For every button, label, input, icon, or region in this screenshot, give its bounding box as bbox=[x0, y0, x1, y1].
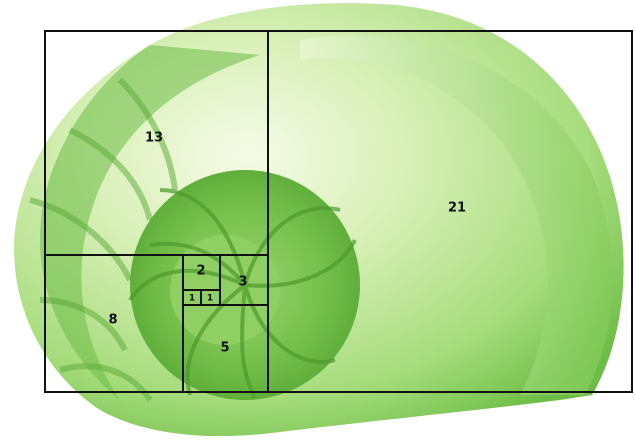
label-1b: 1 bbox=[207, 294, 213, 304]
label-21: 21 bbox=[448, 201, 466, 216]
label-5: 5 bbox=[220, 341, 229, 356]
shell-dark-band bbox=[40, 45, 260, 400]
label-8: 8 bbox=[108, 313, 117, 328]
label-2: 2 bbox=[196, 264, 205, 279]
outer-ribs bbox=[29, 77, 178, 402]
label-3: 3 bbox=[238, 275, 247, 290]
golden-rectangles bbox=[44, 30, 633, 393]
shell-outer-lip bbox=[300, 35, 613, 395]
shell bbox=[14, 3, 624, 437]
labels: 21 13 8 5 3 2 1 1 bbox=[108, 131, 466, 356]
whorl-ribs bbox=[128, 188, 357, 399]
label-13: 13 bbox=[145, 131, 163, 146]
label-1a: 1 bbox=[189, 294, 195, 304]
square-1b bbox=[200, 289, 221, 306]
